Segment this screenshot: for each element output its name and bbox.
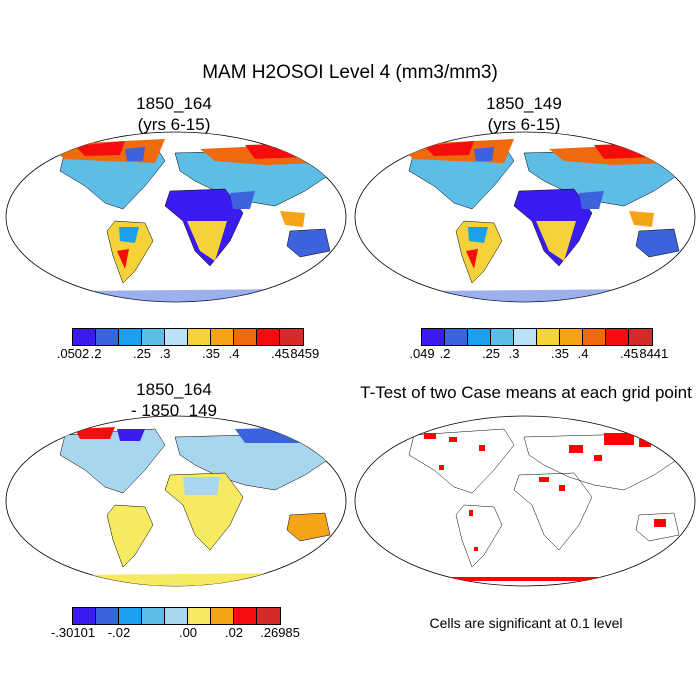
colorbar-tick-label: -.02: [107, 625, 131, 640]
colorbar-tick-label: .2: [439, 346, 451, 361]
colorbar-tick-label: .2: [90, 346, 102, 361]
colorbar-tick-label: .02: [224, 625, 244, 640]
colorbar-swatch: [234, 329, 257, 345]
colorbar-swatch: [514, 329, 537, 345]
coastlines: [408, 428, 685, 568]
colorbar-swatch: [422, 329, 445, 345]
colorbar-bottom-left: [72, 607, 281, 625]
colorbar-swatch: [211, 329, 234, 345]
colorbar-swatch: [211, 608, 234, 624]
panel-title-bottom-left: 1850_164 - 1850_149: [24, 379, 324, 421]
map-bottom-left: [5, 415, 347, 587]
panel-title-top-left-line1: 1850_164: [136, 94, 212, 113]
map-top-right: [354, 131, 696, 303]
colorbar-tick-label: .049: [409, 346, 435, 361]
colorbar-top-left: [72, 328, 304, 346]
colorbar-tick-label: .8459: [286, 346, 320, 361]
colorbar-swatch: [234, 608, 257, 624]
colorbar-tick-label: .26985: [260, 625, 300, 640]
colorbar-tick-label: -.30101: [50, 625, 96, 640]
colorbar-swatch: [73, 608, 96, 624]
colorbar-swatch: [142, 329, 165, 345]
panel-title-top-right: 1850_149 (yrs 6-15): [374, 93, 674, 135]
colorbar-swatch: [73, 329, 96, 345]
colorbar-swatch: [142, 608, 165, 624]
colorbar-tick-label: .3: [159, 346, 171, 361]
colorbar-tick-label: .4: [577, 346, 589, 361]
colorbar-tick-label: .4: [228, 346, 240, 361]
colorbar-tick-label: .35: [201, 346, 221, 361]
map-top-left: [5, 131, 347, 303]
colorbar-swatch: [606, 329, 629, 345]
colorbar-tick-label: .25: [481, 346, 501, 361]
colorbar-tick-label: .00: [178, 625, 198, 640]
colorbar-swatch: [629, 329, 652, 345]
colorbar-tick-label: .35: [550, 346, 570, 361]
colorbar-swatch: [468, 329, 491, 345]
panel-title-bottom-left-line1: 1850_164: [136, 380, 212, 399]
colorbar-tick-label: .45: [270, 346, 290, 361]
panel-title-top-left-line2: (yrs 6-15): [137, 115, 211, 134]
colorbar-swatch: [257, 608, 280, 624]
colorbar-swatch: [119, 608, 142, 624]
colorbar-swatch: [280, 329, 303, 345]
colorbar-tick-label: .0502: [56, 346, 90, 361]
colorbar-tick-label: .3: [508, 346, 520, 361]
colorbar-swatch: [188, 329, 211, 345]
panel-title-top-left: 1850_164 (yrs 6-15): [24, 93, 324, 135]
figure-title: MAM H2OSOI Level 4 (mm3/mm3): [202, 62, 498, 83]
panel-title-top-right-line1: 1850_149: [486, 94, 562, 113]
colorbar-swatch: [96, 608, 119, 624]
colorbar-swatch: [119, 329, 142, 345]
significant-cells: [414, 433, 666, 581]
panel-title-bottom-left-line2: - 1850_149: [130, 401, 218, 420]
colorbar-swatch: [165, 329, 188, 345]
colorbar-swatch: [257, 329, 280, 345]
colorbar-top-right: [421, 328, 653, 346]
panel-title-bottom-right: T-Test of two Case means at each grid po…: [360, 383, 692, 402]
colorbar-tick-label: .8441: [635, 346, 669, 361]
colorbar-swatch: [445, 329, 468, 345]
panel-title-top-right-line2: (yrs 6-15): [487, 115, 561, 134]
map-bottom-right: [354, 415, 696, 587]
colorbar-swatch: [491, 329, 514, 345]
significance-note: Cells are significant at 0.1 level: [429, 615, 623, 631]
colorbar-tick-label: .45: [619, 346, 639, 361]
colorbar-swatch: [165, 608, 188, 624]
colorbar-swatch: [560, 329, 583, 345]
colorbar-swatch: [537, 329, 560, 345]
colorbar-swatch: [188, 608, 211, 624]
colorbar-swatch: [583, 329, 606, 345]
colorbar-swatch: [96, 329, 119, 345]
colorbar-tick-label: .25: [132, 346, 152, 361]
